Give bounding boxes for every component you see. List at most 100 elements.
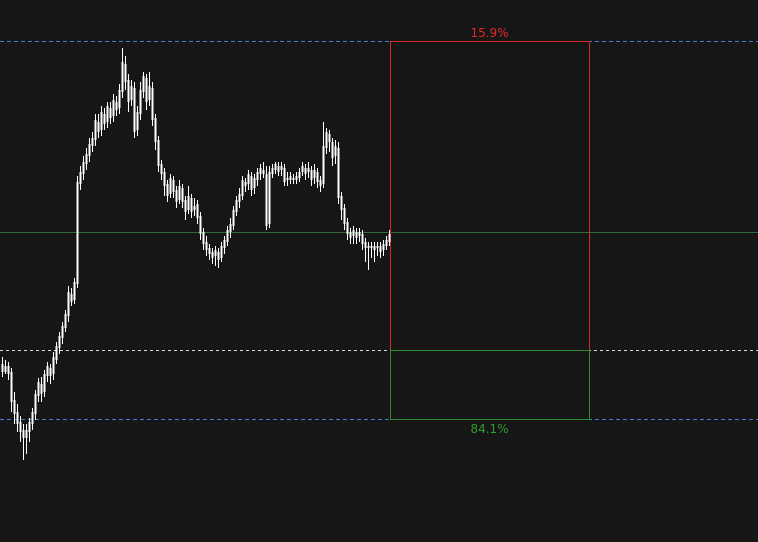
candle-body [385,240,388,246]
candle-body [190,198,193,212]
candle-body [229,224,232,232]
candle-body [274,164,277,170]
candle-body [283,168,286,182]
candle-body [358,232,361,236]
candle-body [220,246,223,258]
candle-body [337,148,340,198]
candle-35 [106,102,109,128]
candle-14 [43,370,46,397]
candle-body [265,174,268,226]
candle-34 [103,108,106,130]
candle-body [328,134,331,142]
candle-body [280,166,283,170]
candle-body [361,234,364,244]
candle-75 [226,226,229,246]
candle-body [103,114,106,124]
candle-body [55,346,58,360]
candle-body [364,242,367,248]
candle-body [367,246,370,248]
candle-57 [172,176,175,198]
candle-98 [295,172,298,184]
candle-63 [190,194,193,218]
candle-body [145,78,148,102]
candle-13 [40,377,43,402]
candle-body [58,336,61,348]
candle-56 [169,174,172,198]
candle-body [301,166,304,172]
candle-46 [139,82,142,120]
candle-body [67,292,70,316]
candle-92 [277,162,280,176]
candle-43 [130,80,133,106]
candle-body [352,230,355,236]
candle-body [376,246,379,248]
candle-body [46,366,49,376]
candle-121 [364,238,367,262]
candle-37 [112,94,115,122]
candle-body [268,172,271,224]
candle-body [214,250,217,256]
candle-body [34,394,37,414]
candle-89 [268,166,271,228]
candle-body [238,194,241,202]
candle-39 [118,84,121,114]
candle-54 [163,168,166,196]
candle-105 [316,168,319,188]
candle-body [97,122,100,132]
candle-body [271,168,274,174]
candle-body [262,170,265,174]
candle-body [277,166,280,172]
candle-body [289,176,292,180]
candle-body [244,182,247,186]
candle-body [157,140,160,166]
candle-33 [100,106,103,136]
candle-body [82,162,85,174]
candle-100 [301,162,304,176]
candle-body [346,222,349,234]
candle-body [304,168,307,174]
candle-113 [340,192,343,220]
candle-body [76,182,79,284]
candle-114 [343,204,346,230]
candle-69 [208,244,211,260]
candle-body [217,252,220,260]
candle-15 [46,362,49,382]
candle-96 [289,172,292,184]
candle-body [61,326,64,338]
candle-body [49,368,52,376]
candle-12 [37,378,40,402]
candle-body [109,108,112,118]
candle-82 [247,170,250,190]
candle-body [322,146,325,184]
candle-body [127,80,130,102]
candle-body [19,422,22,432]
up-probability-label: 15.9% [470,26,508,40]
candle-body [43,374,46,392]
candle-body [124,64,127,82]
candle-16 [49,364,52,384]
candle-body [340,196,343,210]
candle-body [250,176,253,190]
candle-3 [10,368,13,412]
candle-body [235,200,238,212]
candle-128 [385,236,388,250]
candle-body [379,246,382,252]
candle-body [247,174,250,184]
candle-78 [235,196,238,216]
candle-118 [355,228,358,244]
candle-115 [346,218,349,240]
candle-48 [145,74,148,110]
probability-boxes [390,41,590,420]
candle-2 [7,362,10,380]
candle-body [79,172,82,184]
candle-11 [34,390,37,420]
candle-body [160,164,163,174]
candle-21 [64,310,67,332]
candle-4 [13,392,16,424]
candle-38 [115,96,118,116]
candle-6 [19,416,22,442]
candle-7 [22,424,25,460]
candle-body [202,232,205,244]
candle-80 [241,176,244,200]
